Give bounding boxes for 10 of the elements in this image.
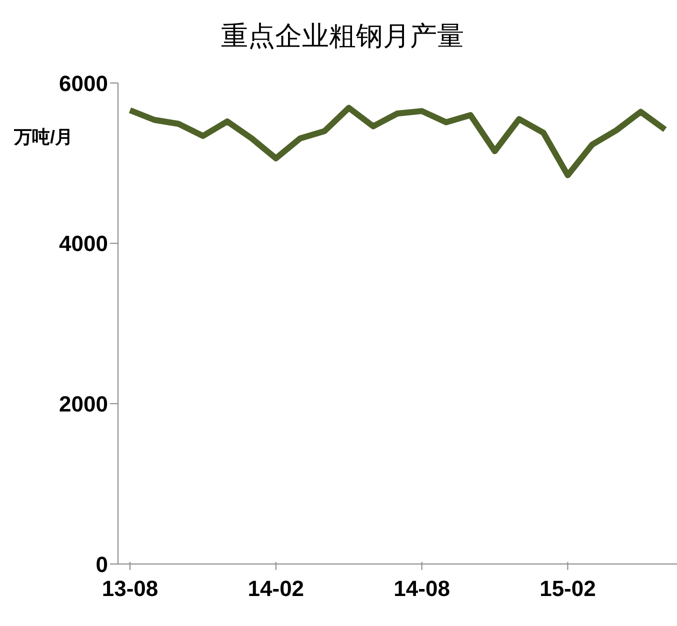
x-tick-label: 14-02 xyxy=(248,576,304,601)
y-tick-label: 2000 xyxy=(59,391,108,416)
x-tick-label: 14-08 xyxy=(394,576,450,601)
y-axis-title: 万吨/月 xyxy=(14,126,74,149)
y-tick-label: 0 xyxy=(96,552,108,577)
y-tick-label: 4000 xyxy=(59,231,108,256)
x-tick-label: 15-02 xyxy=(540,576,596,601)
x-tick-label: 13-08 xyxy=(102,576,158,601)
y-tick-label: 6000 xyxy=(59,70,108,96)
chart-title: 重点企业粗钢月产量 xyxy=(220,20,465,53)
